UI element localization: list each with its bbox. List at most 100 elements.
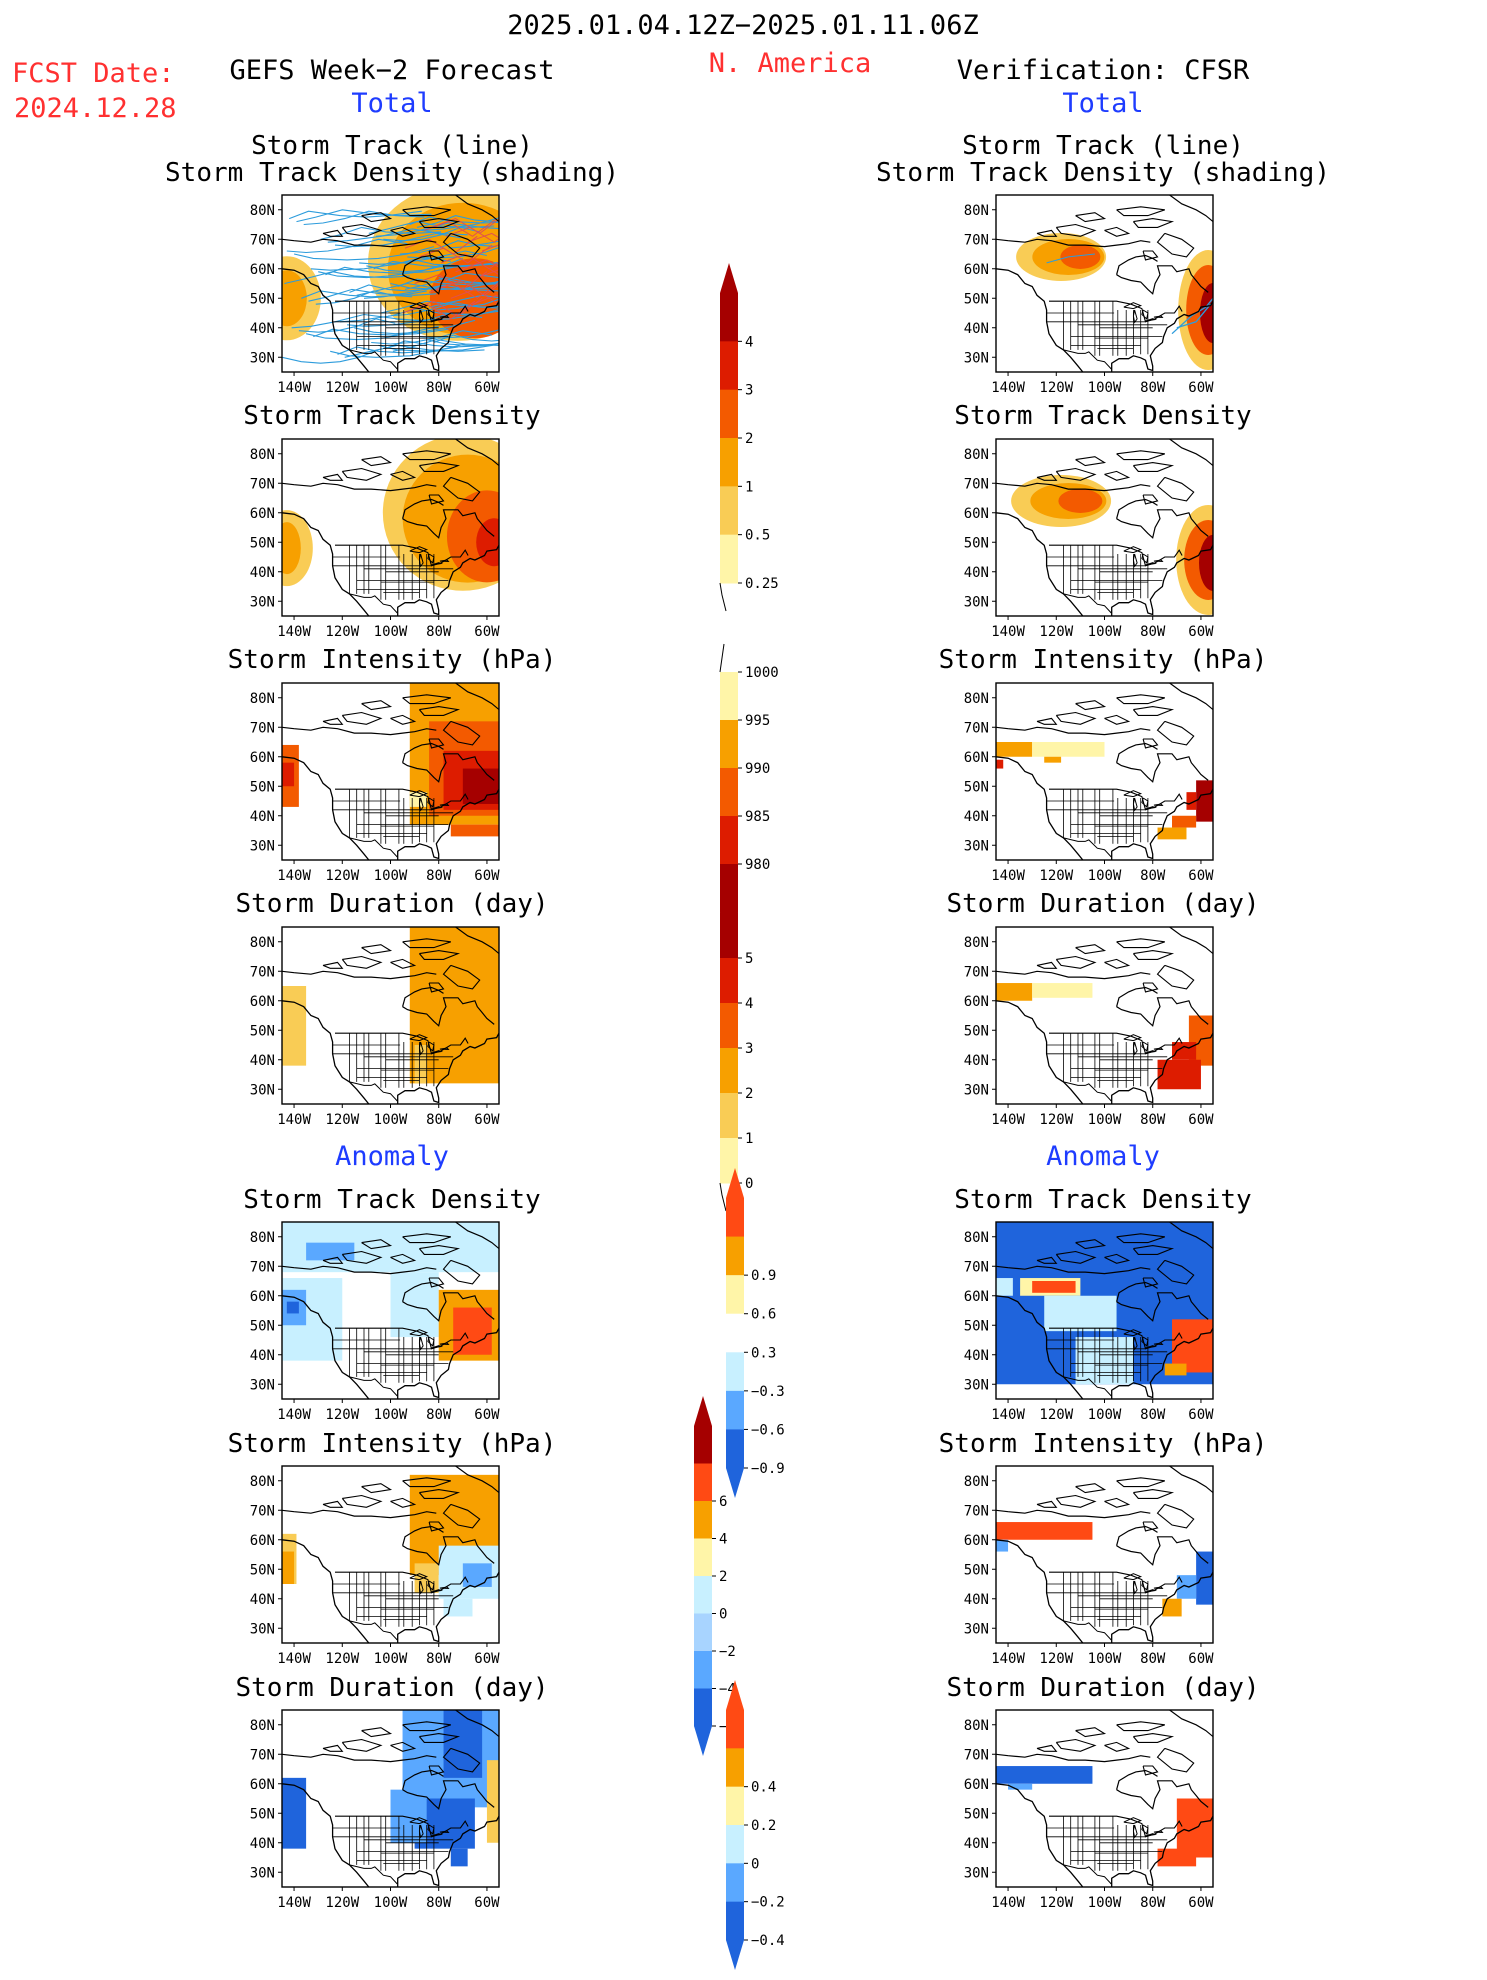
shading-cell [450,824,499,837]
storm-track [445,272,499,282]
island-outline [1142,1765,1159,1776]
lat-tick-label: 30N [250,1865,275,1881]
coastline [996,756,1084,860]
island-outline [1104,1741,1131,1752]
lat-tick-label: 70N [964,1259,989,1275]
island-outline [1075,1239,1107,1250]
lat-tick-label: 80N [964,935,989,951]
lon-tick-label: 100W [374,1651,408,1667]
storm-track [472,294,499,305]
storm-track [325,266,454,276]
lat-tick-label: 60N [250,262,275,278]
island-outline [322,229,344,237]
colorbar-label: 0 [719,1607,727,1623]
lat-tick-label: 70N [250,1259,275,1275]
island-outline [1055,955,1097,969]
lat-tick-label: 30N [250,1621,275,1637]
colorbar-label: 980 [745,857,770,873]
lat-tick-label: 60N [964,262,989,278]
map-content [996,683,1213,860]
border-line [1049,544,1183,567]
lat-tick-label: 40N [964,1348,989,1364]
lon-tick-label: 140W [277,868,311,884]
colorbar-segment [720,768,738,817]
colorbar-arrow [726,1468,744,1498]
island-outline [428,1765,445,1776]
lake-outline [427,553,435,564]
storm-track [296,209,432,223]
panel-title: Storm Duration (day) [235,889,549,919]
coastline [1169,1222,1213,1250]
island-outline [418,1733,461,1743]
coastline [455,1466,499,1494]
island-outline [442,720,481,746]
coastline [1111,1815,1213,1887]
shading-region [282,270,307,327]
lon-tick-label: 120W [325,1651,359,1667]
colorbar-label: −0.3 [751,1384,785,1400]
coastline [282,1295,370,1399]
coastline [455,683,499,711]
lat-tick-label: 60N [964,506,989,522]
colorbar-label: 3 [745,1041,753,1057]
shading-cell [282,986,307,1066]
island-outline [1036,1256,1058,1264]
island-outline [428,1277,445,1288]
border-line [1049,1032,1183,1055]
lat-tick-label: 70N [964,964,989,980]
coastline [402,1292,495,1322]
border-line [1063,837,1112,858]
border-line [1063,1620,1112,1641]
lat-tick-label: 60N [964,1533,989,1549]
lon-tick-label: 120W [1039,1651,1073,1667]
coastline [1116,997,1209,1027]
lon-tick-label: 100W [374,380,408,396]
lat-tick-label: 30N [250,350,275,366]
lat-tick-label: 70N [964,232,989,248]
shading-cell [286,1301,299,1314]
coastline [455,439,499,467]
lat-tick-label: 40N [964,565,989,581]
colorbar-arrow [726,1680,744,1710]
colorbar-arrow [720,263,738,293]
colorbar-label: −0.4 [751,1933,785,1949]
island-outline [1075,1727,1107,1738]
shading-cell [1044,756,1062,763]
lat-tick-label: 40N [250,1348,275,1364]
lake-outline [1132,1041,1138,1056]
storm-track [298,318,396,333]
lon-tick-label: 120W [325,1407,359,1423]
lon-tick-label: 60W [474,1407,500,1423]
shading-cell [282,1551,295,1584]
lat-tick-label: 80N [964,1474,989,1490]
colorbar-segment [726,1710,744,1749]
shading-cell [1075,1337,1134,1385]
storm-track [383,226,480,242]
island-outline [361,1239,393,1250]
storm-track [440,253,499,270]
colorbar-label: 985 [745,809,770,825]
storm-track [368,221,495,234]
shading-cell [996,1522,1093,1540]
lat-tick-label: 40N [250,565,275,581]
colorbar-segment [720,341,738,391]
coastline [1116,509,1209,539]
lat-tick-label: 70N [964,1747,989,1763]
island-outline [428,494,445,505]
lon-tick-label: 80W [1140,1112,1166,1128]
panel-title: Storm Track (line) [962,131,1244,161]
storm-track [371,330,492,345]
map-intensity-forecast: 80N 70N 60N 50N 40N 30N 140W 120W 100W 80W 60W [250,682,500,886]
storm-track [419,244,493,264]
storm-track [334,232,461,248]
storm-track [354,319,476,335]
storm-track [445,226,499,243]
island-outline [322,717,344,725]
island-outline [1142,250,1159,261]
storm-track [303,210,425,226]
colorbar-segment [694,1426,712,1464]
colorbar-segment [720,293,738,342]
island-outline [1104,1253,1131,1264]
island-outline [402,1233,451,1244]
map-density-verification: 80N 70N 60N 50N 40N 30N 140W 120W 100W 80W 60W [964,438,1214,642]
